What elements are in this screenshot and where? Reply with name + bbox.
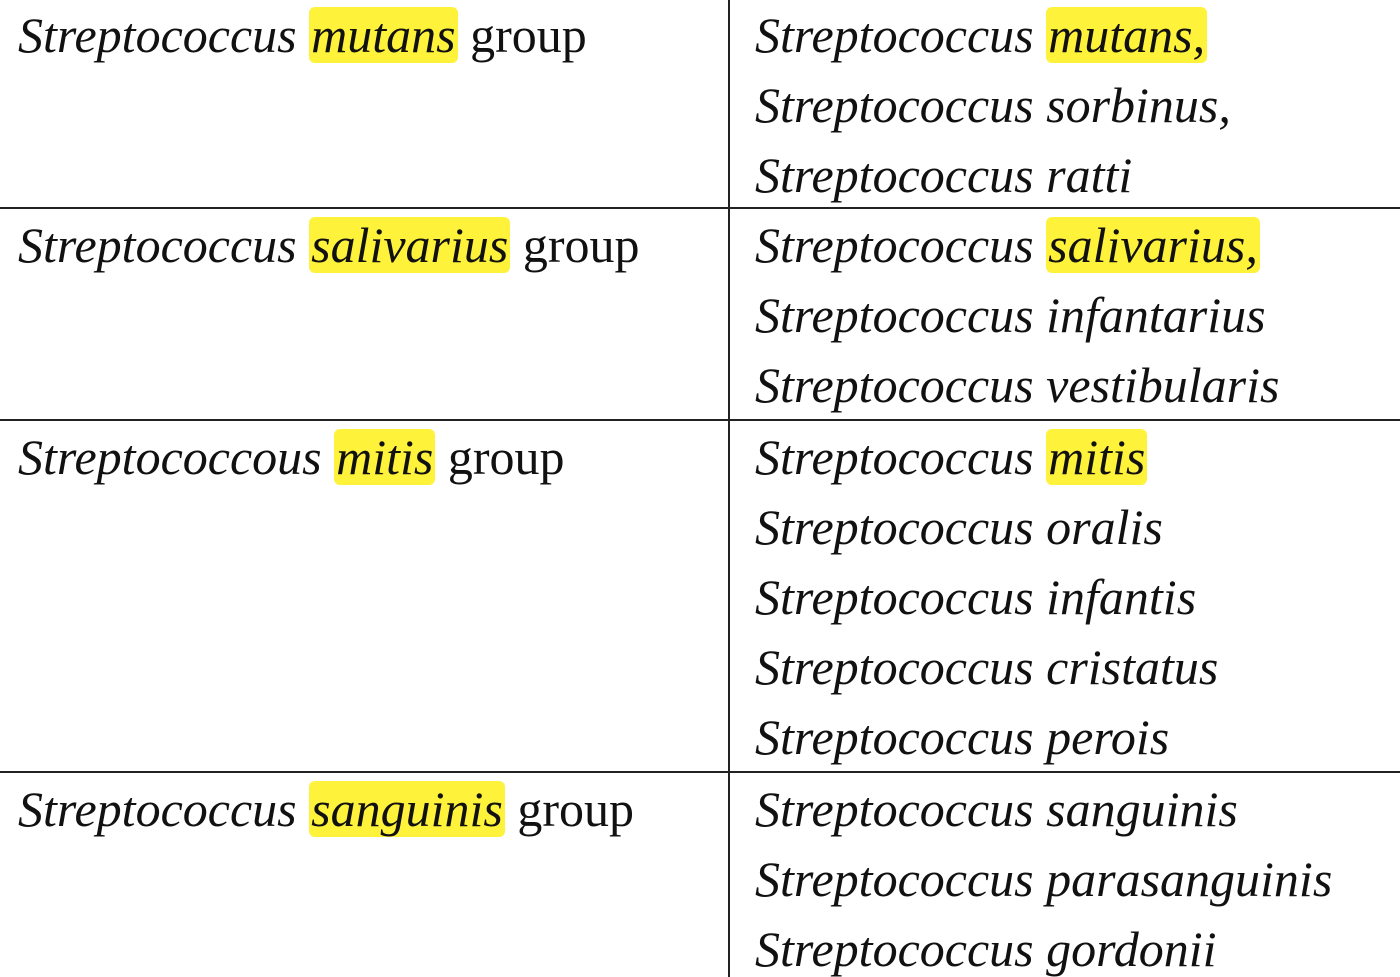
member-name: Streptococcus sanguinis [755,781,1238,837]
table-row: Streptococcous mitis group Streptococcus… [0,422,1400,772]
member-name: Streptococcus salivarius, [755,217,1260,273]
group-members-cell: Streptococcus mutans, Streptococcus sorb… [755,0,1231,210]
group-genus: Streptococcous [18,429,322,485]
member-name: Streptococcus cristatus [755,639,1219,695]
member-name: Streptococcus infantis [755,569,1197,625]
group-suffix: group [447,429,565,485]
member-name: Streptococcus vestibularis [755,357,1280,413]
group-species: mitis [334,429,436,485]
table-row: Streptococcus salivarius group Streptoco… [0,210,1400,420]
group-suffix: group [522,217,640,273]
member-name: Streptococcus mutans, [755,7,1208,63]
group-name-cell: Streptococcous mitis group [18,422,565,492]
group-suffix: group [470,7,587,63]
group-members-cell: Streptococcus sanguinis Streptococcus pa… [755,774,1332,977]
row-divider [0,771,1400,773]
member-name: Streptococcus sorbinus, [755,77,1231,133]
member-name: Streptococcus gordonii [755,921,1217,977]
group-species: salivarius [309,217,511,273]
group-species: sanguinis [309,781,505,837]
row-divider [0,207,1400,209]
group-name-cell: Streptococcus mutans group [18,0,587,70]
group-genus: Streptococcus [18,217,297,273]
table-row: Streptococcus mutans group Streptococcus… [0,0,1400,208]
member-name: Streptococcus mitis [755,429,1148,485]
group-name-cell: Streptococcus salivarius group [18,210,640,280]
member-name: Streptococcus infantarius [755,287,1266,343]
member-name: Streptococcus ratti [755,147,1133,203]
member-name: Streptococcus oralis [755,499,1163,555]
row-divider [0,419,1400,421]
column-divider [728,0,730,977]
group-suffix: group [517,781,634,837]
member-name: Streptococcus parasanguinis [755,851,1333,907]
table-row: Streptococcus sanguinis group Streptococ… [0,774,1400,977]
group-genus: Streptococcus [18,7,297,63]
group-genus: Streptococcus [18,781,297,837]
group-members-cell: Streptococcus mitis Streptococcus oralis… [755,422,1218,772]
group-members-cell: Streptococcus salivarius, Streptococcus … [755,210,1279,420]
member-name: Streptococcus perois [755,709,1170,765]
group-species: mutans [309,7,458,63]
group-name-cell: Streptococcus sanguinis group [18,774,634,844]
